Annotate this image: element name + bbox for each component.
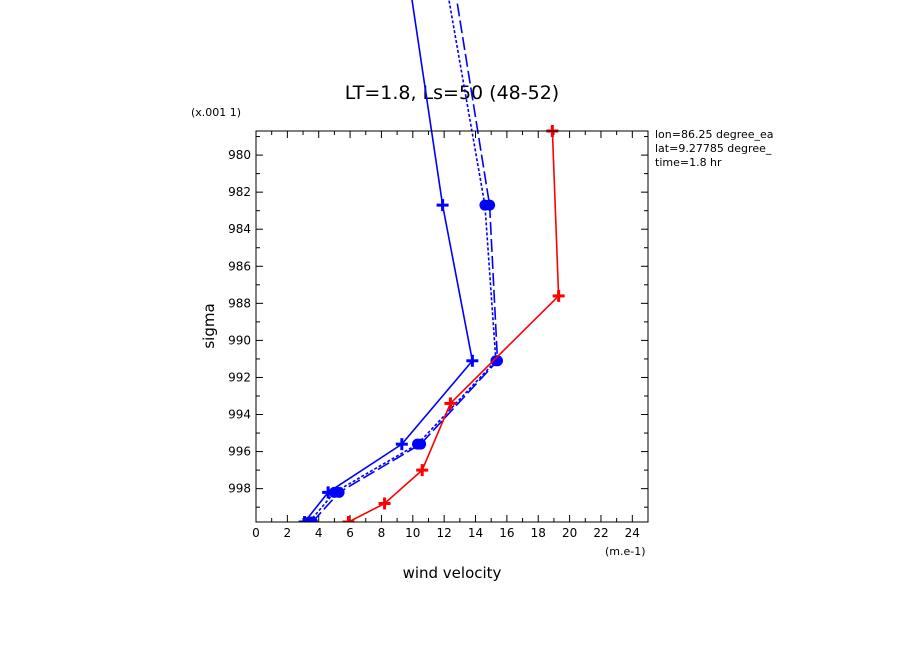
chart-title: LT=1.8, Ls=50 (48-52) xyxy=(345,82,559,104)
x-tick-label: 24 xyxy=(625,526,640,540)
info-line-time: time=1.8 hr xyxy=(655,156,722,169)
y-unit-label: (x.001 1) xyxy=(191,106,241,119)
series-4-marker xyxy=(416,464,429,477)
x-axis-label: wind velocity xyxy=(403,564,502,582)
series-1-marker xyxy=(395,438,408,451)
y-tick-label: 990 xyxy=(228,333,251,347)
y-tick-label: 988 xyxy=(228,296,251,310)
x-tick-label: 0 xyxy=(252,526,260,540)
x-tick-label: 2 xyxy=(284,526,292,540)
series-3-line xyxy=(311,0,499,522)
plot-frame xyxy=(255,130,649,523)
x-tick-label: 16 xyxy=(499,526,514,540)
info-line-lat: lat=9.27785 degree_ xyxy=(655,142,772,155)
x-tick-label: 4 xyxy=(315,526,323,540)
info-line-lon: lon=86.25 degree_ea xyxy=(655,128,774,141)
x-tick-label: 6 xyxy=(346,526,354,540)
x-tick-label: 22 xyxy=(593,526,608,540)
series-4-marker xyxy=(552,289,565,302)
x-tick-label: 10 xyxy=(405,526,420,540)
series-1-line xyxy=(303,0,474,522)
series-3-marker xyxy=(415,438,427,450)
series-3-marker xyxy=(484,199,496,211)
series-4-marker xyxy=(342,516,355,522)
x-tick-label: 20 xyxy=(562,526,577,540)
series-1-marker xyxy=(466,354,479,367)
y-tick-label: 998 xyxy=(228,482,251,496)
y-tick-label: 980 xyxy=(228,148,251,162)
y-tick-label: 996 xyxy=(228,445,251,459)
y-tick-label: 994 xyxy=(228,408,251,422)
x-tick-label: 14 xyxy=(468,526,483,540)
series-4-line xyxy=(348,130,560,522)
series-4-marker xyxy=(378,497,391,510)
series-3-marker xyxy=(491,355,503,367)
series-layer xyxy=(298,0,565,522)
series-1-marker xyxy=(436,199,449,212)
x-tick-label: 8 xyxy=(378,526,386,540)
y-tick-label: 986 xyxy=(228,259,251,273)
series-1-marker xyxy=(298,516,311,522)
series-3-marker xyxy=(306,516,318,522)
series-4-marker xyxy=(444,397,457,410)
series-3-marker xyxy=(333,486,345,498)
y-tick-label: 992 xyxy=(228,370,251,384)
x-tick-label: 18 xyxy=(531,526,546,540)
series-2-line xyxy=(308,0,497,522)
y-tick-label: 984 xyxy=(228,222,251,236)
x-tick-label: 12 xyxy=(437,526,452,540)
y-tick-label: 982 xyxy=(228,185,251,199)
axis-ticks: 0 2 4 6 8 10 12 14 16 18 20 22 249809829849869889909… xyxy=(228,131,649,540)
x-unit-label: (m.e-1) xyxy=(605,545,646,558)
y-axis-label: sigma xyxy=(200,303,218,348)
